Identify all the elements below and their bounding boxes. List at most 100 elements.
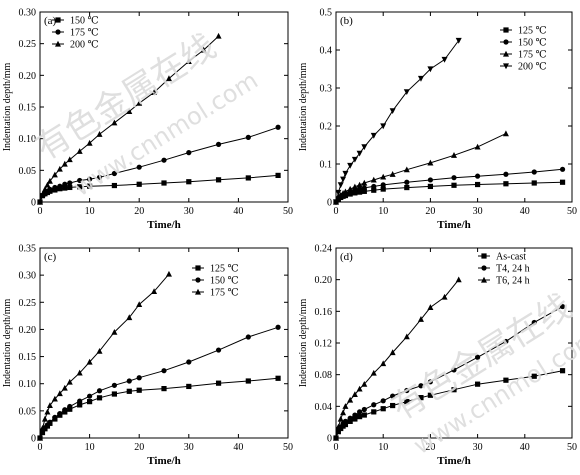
data-point [451, 152, 457, 158]
data-point [342, 403, 349, 409]
x-tick-label: 10 [85, 442, 95, 453]
legend-marker [503, 50, 509, 57]
data-point [335, 423, 342, 430]
panel-label: (a) [44, 15, 57, 27]
panel-label: (b) [340, 15, 353, 27]
series-0 [37, 172, 281, 205]
legend-label: 150 ℃ [210, 276, 239, 287]
legend-marker [481, 265, 487, 271]
data-point [475, 181, 481, 188]
data-point [361, 188, 367, 194]
legend-marker [503, 27, 509, 33]
data-point [342, 418, 349, 424]
data-point [361, 144, 368, 151]
series-0 [37, 375, 281, 441]
data-point [67, 180, 73, 186]
data-point [559, 303, 566, 310]
y-tick-label: 0 [327, 198, 332, 209]
data-point [475, 173, 481, 179]
data-point [356, 150, 363, 157]
data-point [347, 418, 353, 424]
data-point [56, 390, 63, 397]
x-tick-label: 20 [134, 206, 144, 217]
data-point [370, 369, 377, 376]
data-point [126, 388, 132, 394]
data-point [404, 179, 410, 185]
data-point [531, 319, 537, 326]
series-3 [333, 37, 462, 206]
data-point [427, 177, 433, 183]
series-line [335, 306, 563, 439]
legend-marker [195, 277, 201, 283]
data-point [76, 148, 83, 154]
data-point [337, 415, 344, 422]
series-2 [37, 270, 172, 441]
data-point [186, 383, 192, 390]
data-point [136, 164, 142, 170]
legend-marker [55, 17, 61, 23]
legend-label: 150 ℃ [70, 16, 99, 27]
x-tick-label: 10 [378, 206, 388, 217]
data-point [351, 391, 358, 398]
data-point [474, 143, 481, 150]
data-point [371, 402, 377, 408]
data-point [361, 406, 367, 413]
x-tick-label: 40 [520, 442, 530, 453]
data-point [389, 108, 396, 114]
data-point [380, 186, 386, 192]
data-point [111, 391, 117, 397]
data-point [427, 66, 434, 73]
y-tick-label: 0.12 [315, 339, 333, 350]
data-point [86, 139, 93, 146]
data-point [111, 119, 118, 126]
y-tick-label: 0.08 [315, 370, 333, 381]
data-point [275, 324, 281, 330]
data-point [418, 383, 424, 389]
legend-marker [481, 253, 487, 259]
data-point [77, 184, 83, 190]
data-point [370, 132, 377, 139]
data-point [352, 412, 358, 418]
series-line [335, 181, 563, 203]
data-point [347, 415, 353, 421]
data-point [39, 425, 46, 431]
y-axis-label: Indentation depth/mm [2, 62, 13, 151]
data-point [333, 199, 339, 206]
data-point [531, 180, 537, 186]
data-point [475, 381, 481, 387]
y-axis-label: Indentation depth/mm [2, 298, 13, 387]
legend-marker [55, 40, 61, 47]
chart-panel-a: 0 10 20 30 40 50 0 0.05 0.10 0.15 0.20 0.25 0.30 Time… [2, 8, 293, 232]
data-point [503, 377, 509, 383]
data-point [380, 406, 386, 412]
data-point [451, 387, 457, 393]
data-point [347, 185, 354, 192]
x-axis-label: Time/h [147, 455, 180, 467]
data-point [275, 124, 281, 130]
y-tick-label: 0.1 [320, 160, 333, 171]
legend-label: 175 ℃ [518, 50, 547, 61]
x-axis-label: Time/h [437, 455, 470, 467]
data-point [186, 359, 192, 365]
data-point [215, 141, 222, 147]
data-point [87, 183, 93, 189]
y-tick-label: 0.10 [19, 379, 37, 390]
legend-marker [55, 29, 61, 35]
y-tick-label: 0.15 [19, 352, 37, 363]
data-point [44, 181, 51, 188]
data-point [86, 358, 93, 365]
series-line [335, 370, 563, 439]
data-point [275, 172, 281, 178]
data-point [51, 395, 58, 402]
data-point [186, 150, 192, 156]
y-tick-label: 0.05 [19, 166, 37, 177]
data-point [371, 183, 377, 190]
series-2 [37, 32, 222, 205]
data-point [96, 395, 103, 401]
data-point [357, 409, 363, 415]
data-point [455, 276, 462, 283]
data-point [87, 393, 93, 399]
data-point [245, 134, 251, 140]
legend-marker [503, 63, 509, 70]
